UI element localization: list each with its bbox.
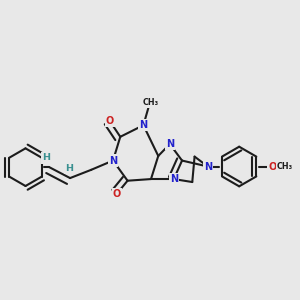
Text: H: H — [65, 164, 74, 173]
Text: N: N — [139, 120, 148, 130]
Text: N: N — [170, 174, 178, 184]
Text: H: H — [42, 153, 50, 162]
Text: CH₃: CH₃ — [277, 162, 293, 171]
Text: O: O — [268, 161, 276, 172]
Text: O: O — [106, 116, 114, 126]
Text: N: N — [109, 156, 117, 166]
Text: N: N — [166, 139, 174, 149]
Text: CH₃: CH₃ — [143, 98, 159, 107]
Text: N: N — [204, 161, 212, 172]
Text: O: O — [113, 189, 121, 199]
